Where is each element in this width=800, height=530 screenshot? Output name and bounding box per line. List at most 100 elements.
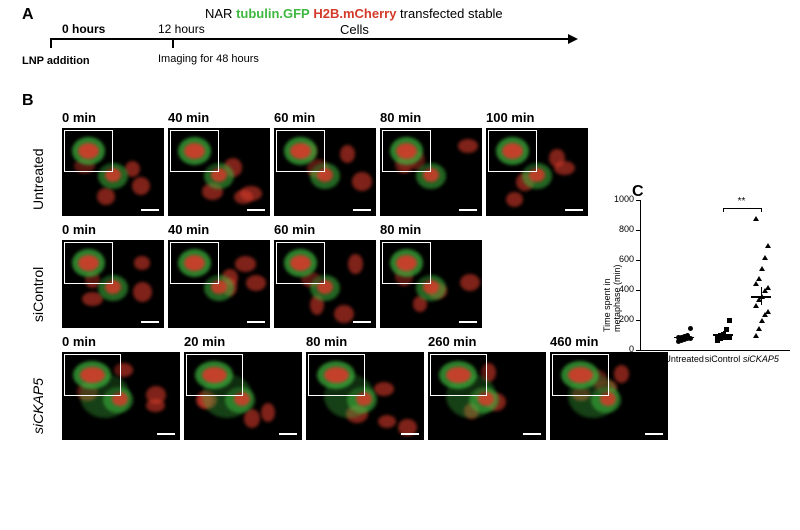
scale-bar bbox=[523, 433, 541, 435]
time-label: 80 min bbox=[306, 334, 347, 349]
scale-bar bbox=[353, 209, 371, 211]
data-point bbox=[762, 255, 768, 260]
title-suffix: transfected stable bbox=[396, 6, 502, 21]
time-label: 40 min bbox=[168, 222, 209, 237]
microscopy-tile bbox=[380, 128, 482, 216]
y-tick bbox=[636, 230, 640, 231]
data-point bbox=[727, 318, 732, 323]
y-tick-label: 0 bbox=[606, 344, 634, 354]
y-tick-label: 600 bbox=[606, 254, 634, 264]
tile-inset bbox=[308, 354, 365, 396]
title-red: H2B.mCherry bbox=[313, 6, 396, 21]
tile-inset bbox=[186, 354, 243, 396]
scale-bar bbox=[141, 209, 159, 211]
time-label: 460 min bbox=[550, 334, 598, 349]
tile-inset bbox=[64, 242, 113, 284]
data-point bbox=[759, 266, 765, 271]
scale-bar bbox=[247, 321, 265, 323]
y-tick-label: 800 bbox=[606, 224, 634, 234]
microscopy-tile bbox=[184, 352, 302, 440]
tile-inset bbox=[64, 354, 121, 396]
panel-a-label: A bbox=[22, 6, 34, 24]
time-label: 80 min bbox=[380, 222, 421, 237]
scale-bar bbox=[565, 209, 583, 211]
scale-bar bbox=[247, 209, 265, 211]
tile-inset bbox=[276, 242, 325, 284]
y-tick-label: 1000 bbox=[606, 194, 634, 204]
scale-bar bbox=[157, 433, 175, 435]
microscopy-tile bbox=[380, 240, 482, 328]
data-point bbox=[765, 309, 771, 314]
time-label: 0 min bbox=[62, 110, 96, 125]
x-axis bbox=[640, 350, 790, 351]
scale-bar bbox=[401, 433, 419, 435]
data-point bbox=[753, 303, 759, 308]
scale-bar bbox=[459, 209, 477, 211]
microscopy-tile bbox=[428, 352, 546, 440]
lnp-text: LNP addition bbox=[22, 55, 90, 67]
y-tick bbox=[636, 260, 640, 261]
timeline-arrowhead bbox=[568, 34, 578, 44]
microscopy-tile bbox=[274, 128, 376, 216]
timeline-line bbox=[50, 38, 570, 40]
error-bar bbox=[684, 334, 685, 340]
row-label-sicontrol: siControl bbox=[30, 267, 46, 322]
title-green: tubulin.GFP bbox=[236, 6, 310, 21]
microscopy-tile bbox=[306, 352, 424, 440]
tile-inset bbox=[170, 130, 219, 172]
data-point bbox=[765, 285, 771, 290]
scale-bar bbox=[645, 433, 663, 435]
tile-inset bbox=[382, 242, 431, 284]
time-label: 60 min bbox=[274, 110, 315, 125]
time-label: 80 min bbox=[380, 110, 421, 125]
y-tick bbox=[636, 290, 640, 291]
scale-bar bbox=[353, 321, 371, 323]
title-prefix: NAR bbox=[205, 6, 236, 21]
tile-inset bbox=[170, 242, 219, 284]
data-point bbox=[753, 281, 759, 286]
y-tick bbox=[636, 320, 640, 321]
time-label: 40 min bbox=[168, 110, 209, 125]
data-point bbox=[753, 216, 759, 221]
y-tick bbox=[636, 350, 640, 351]
microscopy-tile bbox=[550, 352, 668, 440]
panel-a-title-line2: Cells bbox=[340, 22, 369, 37]
microscopy-tile bbox=[62, 240, 164, 328]
data-point bbox=[724, 327, 729, 332]
data-point bbox=[753, 333, 759, 338]
panel-b-label: B bbox=[22, 92, 34, 110]
tile-inset bbox=[382, 130, 431, 172]
microscopy-tile bbox=[168, 240, 270, 328]
x-category-label: siCKAP5 bbox=[737, 354, 785, 364]
time-label: 0 min bbox=[62, 222, 96, 237]
lnp-addition-label: LNP addition bbox=[22, 55, 90, 67]
error-bar bbox=[723, 331, 724, 337]
significance-stars: ** bbox=[738, 196, 746, 207]
data-point bbox=[688, 326, 693, 331]
data-point bbox=[756, 276, 762, 281]
time-label: 60 min bbox=[274, 222, 315, 237]
t12-hours-label: 12 hours bbox=[158, 22, 205, 36]
panel-a-title-line1: NAR tubulin.GFP H2B.mCherry transfected … bbox=[205, 6, 503, 21]
error-bar bbox=[761, 287, 762, 305]
microscopy-tile bbox=[486, 128, 588, 216]
significance-tick bbox=[723, 208, 724, 212]
time-label: 100 min bbox=[486, 110, 534, 125]
significance-bar bbox=[723, 208, 761, 209]
data-point bbox=[759, 318, 765, 323]
tile-inset bbox=[64, 130, 113, 172]
scale-bar bbox=[279, 433, 297, 435]
time-label: 260 min bbox=[428, 334, 476, 349]
tile-inset bbox=[276, 130, 325, 172]
time-label: 20 min bbox=[184, 334, 225, 349]
microscopy-tile bbox=[168, 128, 270, 216]
microscopy-tile bbox=[274, 240, 376, 328]
y-tick bbox=[636, 200, 640, 201]
data-point bbox=[765, 243, 771, 248]
row-label-sickap5: siCKAP5 bbox=[30, 378, 46, 434]
tile-inset bbox=[488, 130, 537, 172]
microscopy-tile bbox=[62, 352, 180, 440]
t0-hours-label: 0 hours bbox=[62, 22, 105, 36]
microscopy-tile bbox=[62, 128, 164, 216]
y-axis bbox=[640, 200, 641, 350]
